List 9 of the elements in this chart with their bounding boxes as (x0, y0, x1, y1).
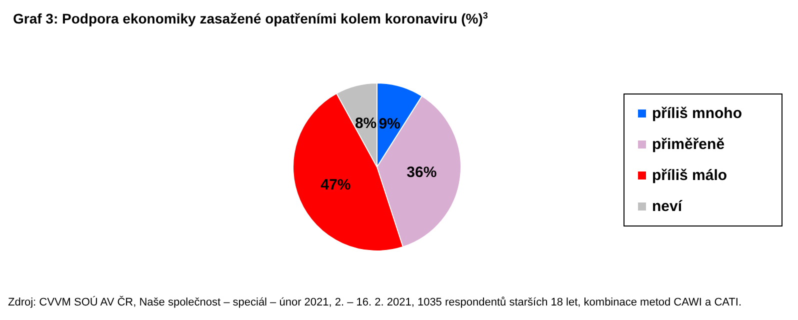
legend-label: neví (652, 198, 683, 215)
legend-label: přiměřeně (652, 136, 725, 153)
text: Zdroj: CVVM SOÚ AV ČR, Naše společnost – speciál – únor 2021, 2. – 16. 2. 2021, 1035 respondentů starších 18 let, kombinace metod CAWI a CATI. (8, 296, 742, 308)
data-label: 9% (378, 115, 400, 132)
legend-label: příliš málo (652, 167, 728, 184)
data-label: 47% (320, 176, 351, 194)
data-label: 8% (354, 114, 377, 132)
legend-label: příliš mnoho (652, 105, 742, 122)
data-label: 36% (406, 164, 437, 182)
